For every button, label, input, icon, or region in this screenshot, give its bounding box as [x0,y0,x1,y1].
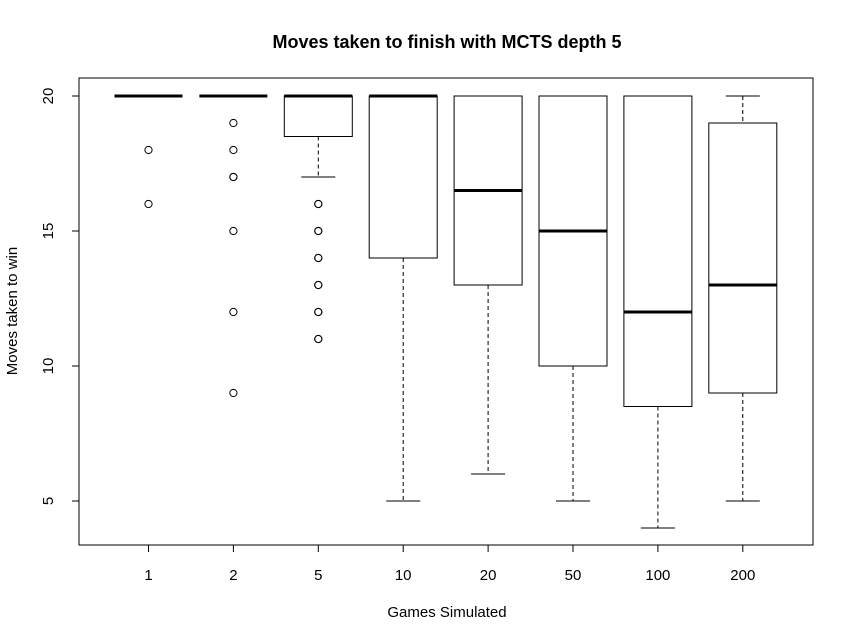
outlier-point [229,145,238,155]
outlier-point [314,307,323,317]
outlier-point [229,226,238,236]
x-tick-label-20: 20 [480,567,497,584]
outlier-point [144,145,153,155]
x-tick-label-1: 1 [144,567,152,584]
box-200 [708,95,778,502]
y-axis-label: Moves taken to win [4,247,21,375]
iqr-box [708,122,778,394]
x-tick-label-200: 200 [730,567,755,584]
chart-title: Moves taken to finish with MCTS depth 5 [272,32,621,52]
box-50 [538,95,608,502]
x-tick-label-50: 50 [565,567,582,584]
box-2 [199,94,268,398]
y-tick-label-10: 10 [40,358,57,375]
x-axis: 1 2 5 10 20 50 100 200 [144,544,755,584]
plot-area-frame [78,77,814,546]
y-tick-label-15: 15 [40,223,57,240]
x-tick-label-2: 2 [229,567,237,584]
iqr-box [368,95,438,259]
outlier-point [314,253,323,263]
outlier-point [314,334,323,344]
iqr-box [623,95,693,407]
outlier-point [229,172,238,182]
outlier-point [314,226,323,236]
box-20 [453,95,523,475]
y-tick-label-5: 5 [40,497,57,505]
box-series [114,94,778,529]
y-axis: 5 10 15 20 [40,88,80,505]
iqr-box [283,95,353,137]
box-10 [368,94,438,502]
x-tick-label-100: 100 [645,567,670,584]
outlier-point [314,199,323,209]
box-100 [623,95,693,529]
x-tick-label-5: 5 [314,567,322,584]
outlier-point [229,388,238,398]
y-tick-label-20: 20 [40,88,57,105]
x-tick-label-10: 10 [395,567,412,584]
outlier-point [229,118,238,128]
outlier-point [229,307,238,317]
box-1 [114,94,183,209]
x-axis-label: Games Simulated [387,604,506,621]
outlier-point [314,280,323,290]
outlier-point [144,199,153,209]
box-5 [283,94,353,344]
